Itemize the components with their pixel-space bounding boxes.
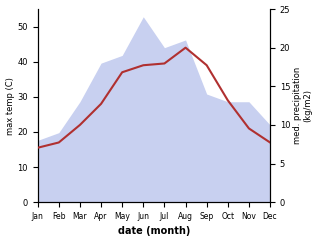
Y-axis label: med. precipitation
(kg/m2): med. precipitation (kg/m2) (293, 67, 313, 144)
Y-axis label: max temp (C): max temp (C) (5, 77, 15, 135)
X-axis label: date (month): date (month) (118, 227, 190, 236)
